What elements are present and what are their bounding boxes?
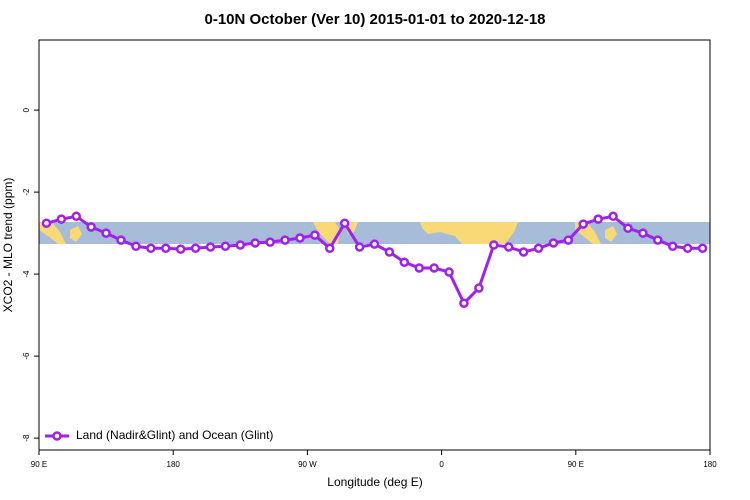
data-point <box>339 218 350 229</box>
data-point <box>638 228 648 238</box>
data-point <box>444 267 454 277</box>
data-point <box>667 241 678 251</box>
data-point <box>280 235 290 245</box>
data-point <box>190 243 201 254</box>
data-point <box>295 233 305 243</box>
data-point <box>131 241 141 251</box>
data-point <box>146 243 156 254</box>
data-point <box>459 298 469 308</box>
data-point <box>623 223 633 233</box>
data-point <box>325 243 335 254</box>
data-point <box>697 243 708 254</box>
data-point <box>175 244 186 254</box>
data-point <box>414 263 424 273</box>
data-point <box>384 247 395 257</box>
data-point <box>101 228 111 238</box>
data-point <box>518 247 529 257</box>
data-point <box>608 211 618 222</box>
plot-frame <box>38 39 711 451</box>
data-point <box>503 242 514 252</box>
data-point <box>578 219 589 229</box>
data-point <box>429 263 439 273</box>
x-tick-label: 90 W <box>298 460 317 469</box>
data-point <box>354 242 365 252</box>
x-tick-label: 180 <box>703 460 717 469</box>
x-tick-label: 0 <box>439 460 444 469</box>
y-tick-label: -2 <box>22 188 31 196</box>
data-point <box>369 239 380 249</box>
data-point <box>235 240 246 250</box>
legend-marker <box>52 431 62 441</box>
x-axis-label: Longitude (deg E) <box>327 475 422 489</box>
x-tick-label: 90 E <box>31 460 47 469</box>
data-point <box>399 257 410 267</box>
y-tick-label: 0 <box>22 107 31 112</box>
data-point <box>250 238 260 248</box>
y-axis-label: XCO2 - MLO trend (ppm) <box>1 178 15 313</box>
legend-label: Land (Nadir&Glint) and Ocean (Glint) <box>76 428 273 442</box>
y-tick-label: -8 <box>22 434 31 442</box>
data-point <box>265 237 275 247</box>
x-tick-label: 90 E <box>568 460 584 469</box>
data-point <box>41 218 52 229</box>
data-point <box>653 235 663 245</box>
data-point <box>682 243 693 254</box>
x-tick-label: 180 <box>167 460 181 469</box>
data-point <box>563 235 574 245</box>
data-point <box>71 211 82 222</box>
y-tick-label: -4 <box>22 270 31 278</box>
data-point <box>533 243 544 254</box>
data-point <box>160 243 171 254</box>
chart-title: 0-10N October (Ver 10) 2015-01-01 to 202… <box>204 11 545 28</box>
data-point <box>474 283 484 293</box>
data-point <box>220 241 231 251</box>
data-point <box>489 240 499 250</box>
map-strip <box>39 222 710 244</box>
data-point <box>548 238 559 248</box>
data-point <box>205 242 216 252</box>
data-point <box>593 214 603 224</box>
y-tick-label: -6 <box>22 352 31 360</box>
data-point <box>116 235 126 245</box>
data-point <box>86 222 96 232</box>
data-point <box>310 230 320 240</box>
data-point <box>56 214 67 224</box>
